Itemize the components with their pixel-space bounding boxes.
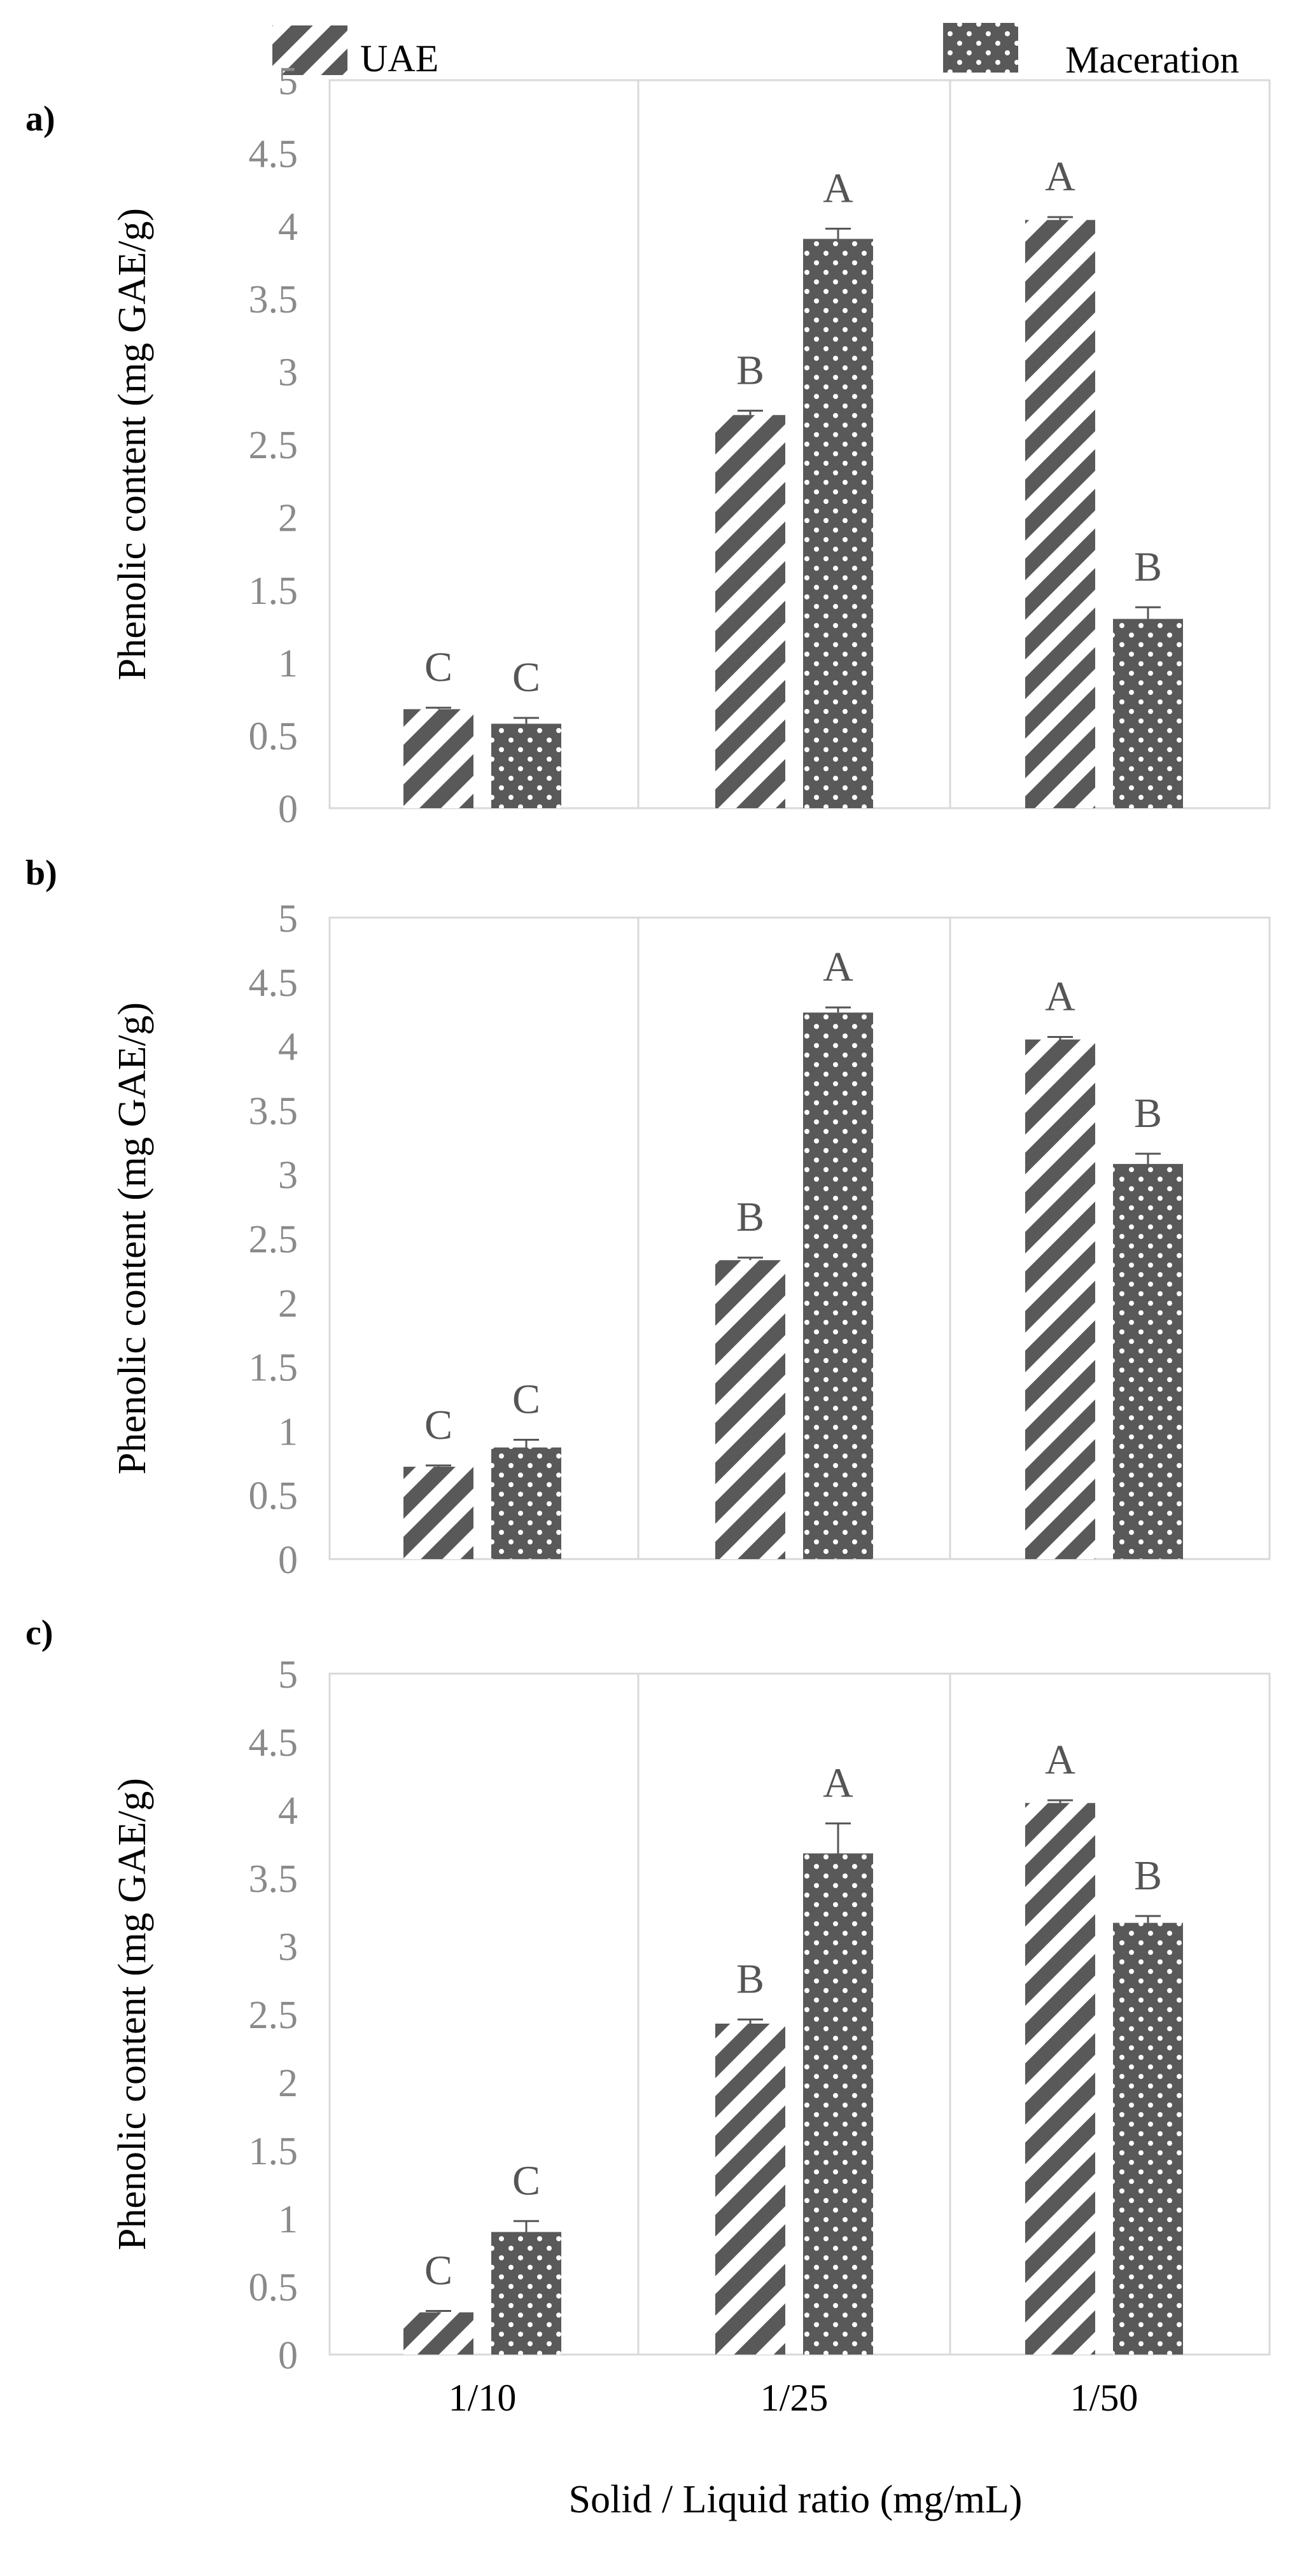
chart-panel-2: b) 0 0.5 1 1.5 2 2.5 3 3.5 4 4.5 5 Phenolic content …	[25, 853, 1271, 1582]
y-tick-label: 4.5	[249, 132, 298, 176]
category-label-1-25: 1/25	[760, 2377, 829, 2419]
significance-letter-uae-3: A	[1045, 153, 1075, 200]
y-tick-label: 0	[278, 1539, 298, 1582]
bar-maceration-3	[1113, 619, 1183, 808]
y-tick-label: 2	[278, 2062, 298, 2105]
y-tick-label: 3.5	[249, 1858, 298, 1901]
bar-maceration-3	[1113, 1164, 1183, 1559]
y-tick-label: 3.5	[249, 278, 298, 321]
panel-label: c)	[25, 1613, 53, 1653]
bar-maceration-2	[803, 239, 873, 809]
bar-maceration-3	[1113, 1922, 1183, 2355]
legend: UAE Maceration	[272, 23, 1239, 81]
bar-uae-3	[1025, 1039, 1095, 1559]
y-tick-label: 0	[278, 2334, 298, 2377]
category-axis: 1/10 1/25 1/50 Solid / Liquid ratio (mg/…	[449, 2377, 1138, 2521]
category-label-1-10: 1/10	[449, 2377, 517, 2419]
significance-letter-uae-1: C	[424, 1402, 452, 1448]
bar-maceration-1	[491, 2232, 561, 2355]
y-tick-label: 4	[278, 206, 298, 249]
y-tick-label: 0.5	[249, 1474, 298, 1518]
bar-uae-1	[403, 2312, 473, 2355]
y-tick-label: 0.5	[249, 715, 298, 759]
significance-letter-maceration-3: B	[1134, 1090, 1162, 1137]
bar-uae-1	[403, 1466, 473, 1559]
y-tick-label: 3	[278, 351, 298, 395]
y-tick-label: 4.5	[249, 1721, 298, 1765]
plot-area	[328, 916, 1271, 1560]
y-tick-label: 4.5	[249, 962, 298, 1005]
bar-uae-1	[403, 709, 473, 808]
bar-uae-3	[1025, 1803, 1095, 2355]
y-tick-label: 1	[278, 1410, 298, 1453]
y-tick-label: 3	[278, 1926, 298, 1969]
significance-letter-uae-2: B	[736, 1194, 764, 1240]
significance-letter-maceration-3: B	[1134, 543, 1162, 590]
plot-area	[328, 1672, 1271, 2356]
significance-letter-uae-2: B	[736, 347, 764, 393]
y-tick-label: 3.5	[249, 1089, 298, 1133]
chart-panel-3: c) 0 0.5 1 1.5 2 2.5 3 3.5 4 4.5 5 Phenolic content …	[25, 1613, 1271, 2377]
legend-swatch-uae	[272, 25, 347, 75]
significance-letter-maceration-2: A	[823, 165, 853, 211]
y-tick-label: 1.5	[249, 1347, 298, 1390]
significance-letter-uae-3: A	[1045, 973, 1075, 1019]
y-tick-label: 0	[278, 788, 298, 831]
y-tick-label: 5	[278, 1653, 298, 1697]
y-tick-label: 1.5	[249, 570, 298, 613]
significance-letter-uae-2: B	[736, 1956, 764, 2003]
y-tick-label: 2.5	[249, 424, 298, 467]
significance-letter-maceration-2: A	[823, 944, 853, 990]
y-tick-label: 3	[278, 1154, 298, 1197]
y-tick-label: 5	[278, 60, 298, 103]
panel-label: b)	[25, 853, 57, 893]
x-axis-label: Solid / Liquid ratio (mg/mL)	[569, 2478, 1023, 2521]
significance-letter-uae-1: C	[424, 2248, 452, 2294]
y-axis-label: Phenolic content (mg GAE/g)	[111, 208, 154, 680]
significance-letter-maceration-2: A	[823, 1760, 853, 1806]
bar-maceration-1	[491, 724, 561, 808]
y-tick-label: 1	[278, 642, 298, 685]
panel-label: a)	[25, 99, 55, 139]
y-tick-label: 2	[278, 1282, 298, 1326]
legend-label-maceration: Maceration	[1065, 39, 1239, 81]
bar-uae-3	[1025, 220, 1095, 808]
significance-letter-uae-3: A	[1045, 1737, 1075, 1783]
chart-panel-1: a) 0 0.5 1 1.5 2 2.5 3 3.5 4 4.5 5 Phenolic content …	[25, 60, 1271, 831]
legend-swatch-maceration	[943, 23, 1018, 73]
bar-maceration-2	[803, 1012, 873, 1559]
y-tick-label: 0.5	[249, 2266, 298, 2309]
chart-panels: a) 0 0.5 1 1.5 2 2.5 3 3.5 4 4.5 5 Phenolic content …	[25, 60, 1271, 2377]
bar-uae-2	[715, 1260, 785, 1559]
y-axis-label: Phenolic content (mg GAE/g)	[111, 1778, 154, 2250]
bar-maceration-2	[803, 1853, 873, 2355]
plot-area	[328, 79, 1271, 809]
significance-letter-maceration-1: C	[512, 654, 540, 701]
significance-letter-maceration-1: C	[512, 2157, 540, 2204]
significance-letter-maceration-1: C	[512, 1376, 540, 1423]
y-tick-label: 2	[278, 496, 298, 540]
bar-uae-2	[715, 2023, 785, 2355]
y-tick-label: 2.5	[249, 1218, 298, 1261]
bar-maceration-1	[491, 1447, 561, 1559]
significance-letter-uae-1: C	[424, 644, 452, 690]
y-axis-label: Phenolic content (mg GAE/g)	[111, 1002, 154, 1474]
significance-letter-maceration-3: B	[1134, 1852, 1162, 1899]
y-tick-label: 4	[278, 1026, 298, 1069]
y-tick-label: 2.5	[249, 1994, 298, 2037]
bar-uae-2	[715, 415, 785, 808]
category-label-1-50: 1/50	[1070, 2377, 1138, 2419]
legend-label-uae: UAE	[360, 38, 438, 80]
y-tick-label: 1	[278, 2198, 298, 2241]
y-tick-label: 1.5	[249, 2130, 298, 2173]
y-tick-label: 4	[278, 1789, 298, 1833]
y-tick-label: 5	[278, 897, 298, 941]
